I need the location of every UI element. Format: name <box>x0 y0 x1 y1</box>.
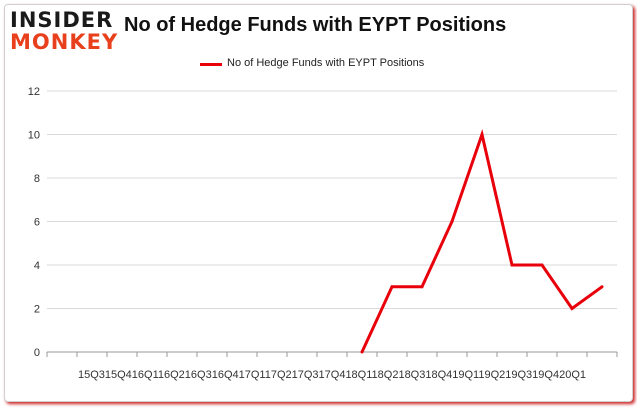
data-point <box>390 285 394 289</box>
data-point <box>600 285 604 289</box>
legend-label: No of Hedge Funds with EYPT Positions <box>227 57 425 69</box>
y-tick-label: 8 <box>34 173 40 185</box>
data-point <box>510 263 514 267</box>
chart-frame <box>4 4 633 402</box>
logo-line-2: MONKEY <box>10 30 119 54</box>
y-tick-label: 4 <box>34 260 40 272</box>
data-point <box>360 350 364 354</box>
series-line <box>360 129 603 353</box>
legend-swatch <box>200 63 222 66</box>
y-tick-label: 6 <box>34 217 40 229</box>
y-tick-label: 0 <box>34 347 40 359</box>
data-point <box>570 307 574 310</box>
data-point <box>540 263 544 267</box>
insider-monkey-logo: INSIDER MONKEY <box>10 8 119 58</box>
data-point <box>450 220 454 223</box>
data-point <box>480 133 484 136</box>
logo-line-1: INSIDER <box>10 8 114 32</box>
x-tick-labels: 15Q315Q416Q116Q216Q316Q417Q117Q217Q317Q4… <box>78 369 586 381</box>
y-tick-label: 12 <box>28 86 40 98</box>
y-tick-label: 2 <box>34 304 40 316</box>
y-tick-label: 10 <box>28 130 40 142</box>
chart-title: No of Hedge Funds with EYPT Positions <box>124 14 507 36</box>
data-point <box>420 285 424 289</box>
